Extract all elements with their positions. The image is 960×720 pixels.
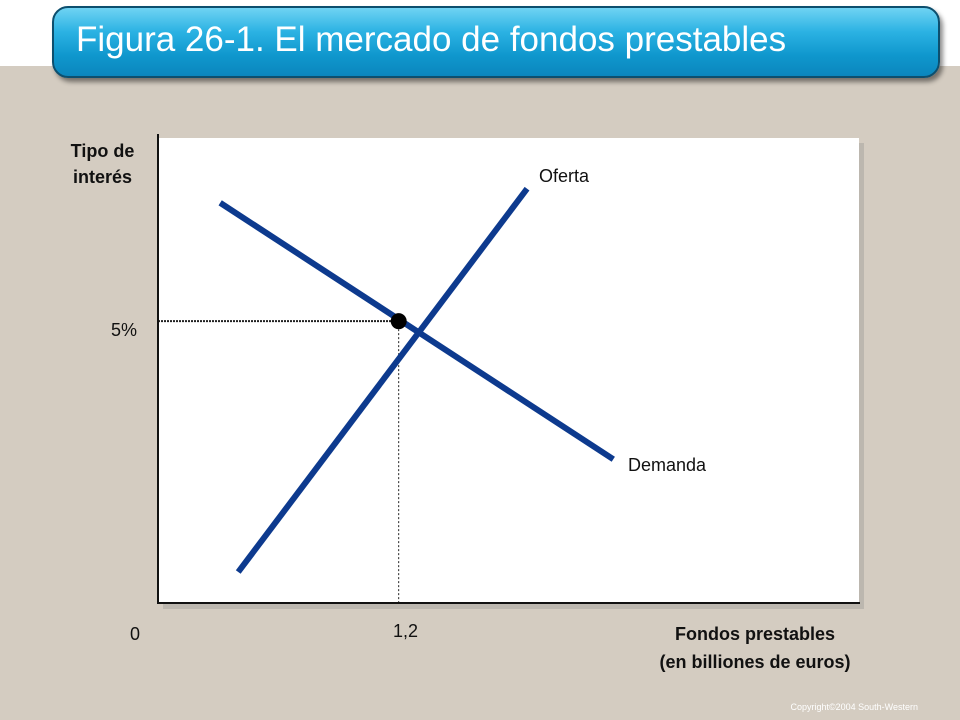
supply-curve (235, 186, 530, 574)
y-axis-label: Tipo de interés (40, 138, 165, 190)
y-axis-label-text: Tipo de interés (70, 141, 135, 187)
equilibrium-point (390, 313, 407, 330)
demand-curve-label: Demanda (628, 455, 707, 475)
x-axis-label-text: Fondos prestables (en billiones de euros) (659, 624, 851, 672)
copyright-notice: Copyright©2004 South-Western (790, 702, 918, 712)
x-tick-label-1-2: 1,2 (393, 621, 419, 641)
supply-curve-label: Oferta (539, 166, 590, 186)
origin-label: 0 (130, 624, 141, 644)
plot-area (158, 138, 859, 603)
slide-title: Figura 26-1. El mercado de fondos presta… (76, 20, 787, 59)
title-bar: Figura 26-1. El mercado de fondos presta… (52, 6, 940, 78)
demand-curve (218, 200, 615, 462)
x-axis-label: Fondos prestables (en billiones de euros) (600, 620, 910, 676)
y-tick-label-5: 5% (111, 320, 138, 340)
